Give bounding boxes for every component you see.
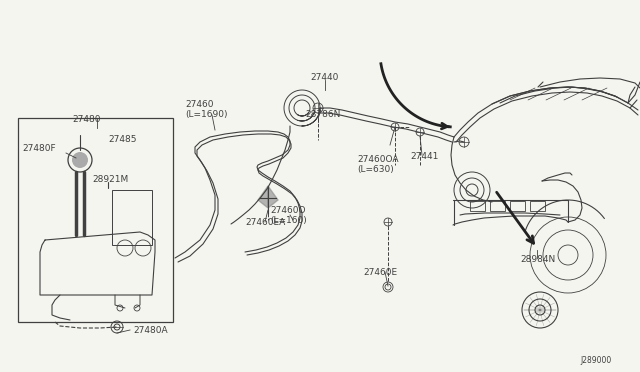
Text: 28984N: 28984N	[520, 255, 556, 264]
Text: 27441: 27441	[410, 152, 438, 161]
Bar	[530, 201, 545, 211]
Text: 28921M: 28921M	[92, 175, 128, 184]
Text: 27460OA
(L=630): 27460OA (L=630)	[357, 155, 399, 174]
Text: J289000: J289000	[580, 356, 611, 365]
Text: 27460E: 27460E	[363, 268, 397, 277]
Circle shape	[72, 152, 88, 168]
Bar	[490, 201, 505, 211]
Text: 27480: 27480	[72, 115, 100, 124]
Text: 27440: 27440	[310, 73, 339, 82]
Text: 27460EA: 27460EA	[245, 218, 285, 227]
Polygon shape	[258, 186, 268, 208]
Text: 28786N: 28786N	[305, 110, 340, 119]
Bar	[470, 201, 485, 211]
Polygon shape	[268, 186, 278, 208]
Text: 27480A: 27480A	[133, 326, 168, 335]
Text: 27485: 27485	[108, 135, 136, 144]
Bar	[112, 190, 152, 245]
Bar	[18, 118, 173, 322]
Text: 27480F: 27480F	[22, 144, 56, 153]
Text: 27460
(L=1690): 27460 (L=1690)	[185, 100, 227, 119]
Text: 27460O
(L=160): 27460O (L=160)	[270, 206, 307, 225]
Bar	[510, 201, 525, 211]
